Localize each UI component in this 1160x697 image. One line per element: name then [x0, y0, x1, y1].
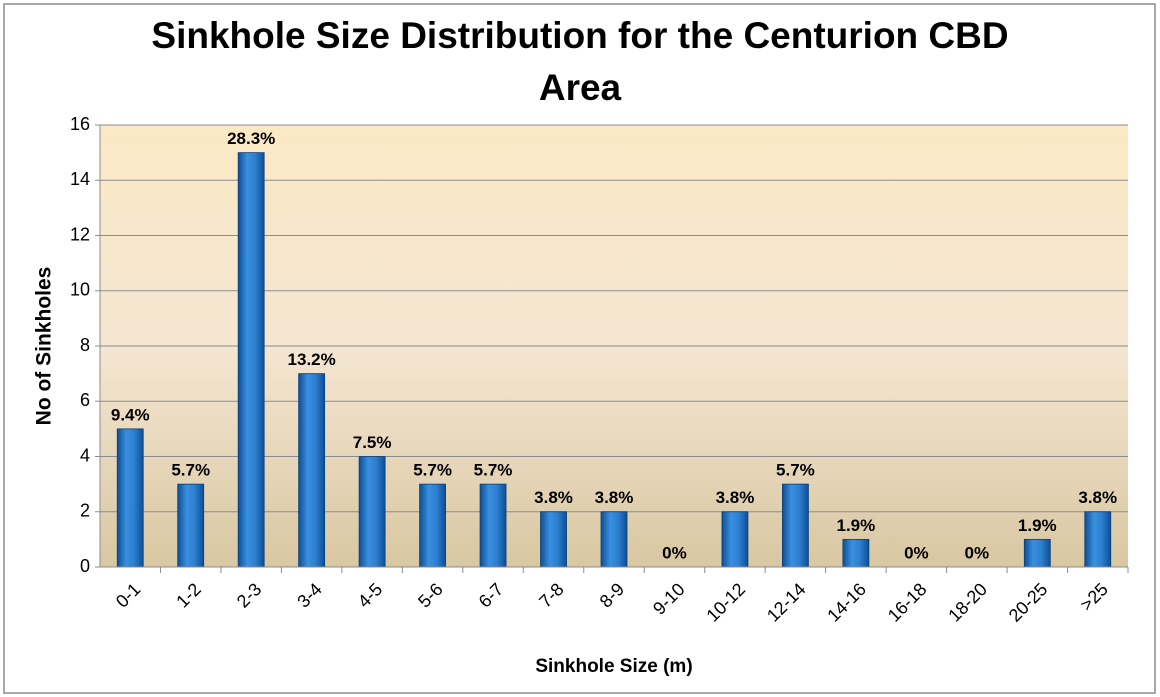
bar	[600, 511, 628, 568]
bar	[116, 428, 144, 568]
data-label: 9.4%	[111, 405, 150, 424]
x-axis-title: Sinkhole Size (m)	[535, 656, 692, 677]
data-label: 1.9%	[1018, 516, 1057, 535]
data-label: 28.3%	[227, 129, 275, 148]
data-label: 5.7%	[171, 461, 210, 480]
bar	[358, 456, 386, 568]
data-label: 5.7%	[474, 461, 513, 480]
y-tick-label: 14	[70, 169, 90, 189]
data-label: 3.8%	[534, 488, 573, 507]
y-tick-label: 8	[80, 335, 90, 355]
y-tick-label: 6	[80, 390, 90, 410]
data-label: 3.8%	[595, 488, 634, 507]
data-label: 13.2%	[288, 350, 336, 369]
bar	[298, 373, 326, 568]
data-label: 7.5%	[353, 433, 392, 452]
data-label: 3.8%	[716, 488, 755, 507]
y-tick-label: 10	[70, 280, 90, 300]
bar	[1084, 511, 1112, 568]
bar	[419, 483, 446, 568]
bar	[479, 483, 507, 568]
bar	[721, 511, 749, 568]
y-tick-label: 0	[80, 556, 90, 576]
data-label: 1.9%	[837, 516, 876, 535]
data-label: 5.7%	[776, 461, 815, 480]
chart-title: Sinkhole Size Distribution for the Centu…	[151, 15, 1009, 108]
y-tick-label: 12	[70, 224, 90, 244]
bar	[782, 483, 809, 568]
data-label: 3.8%	[1078, 488, 1117, 507]
y-axis-title: No of Sinkholes	[33, 267, 56, 426]
bar	[540, 511, 567, 568]
y-tick-label: 2	[80, 501, 90, 521]
data-label: 0%	[965, 543, 990, 562]
y-tick-label: 4	[80, 445, 90, 465]
bar	[237, 152, 265, 568]
y-tick-label: 16	[70, 114, 90, 134]
bar	[177, 483, 205, 568]
data-label: 5.7%	[413, 461, 452, 480]
data-label: 0%	[662, 543, 687, 562]
bar	[842, 538, 870, 568]
data-label: 0%	[904, 543, 929, 562]
bar	[1023, 538, 1051, 568]
